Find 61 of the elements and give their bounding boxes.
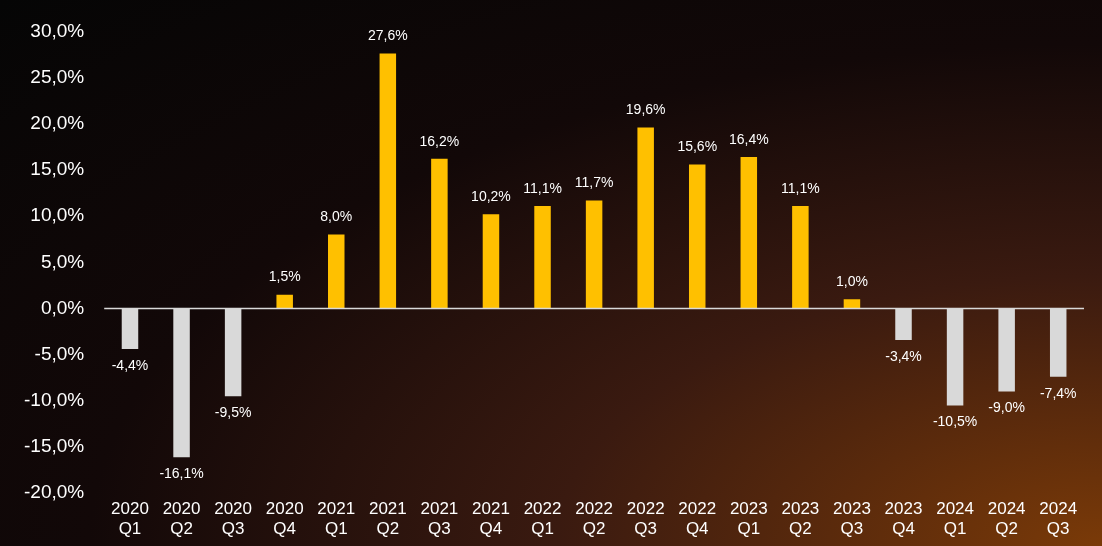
x-tick-label: 2022 Q4 — [678, 499, 717, 539]
x-tick-label: 2023 Q3 — [833, 499, 871, 539]
data-label: -4,4% — [111, 356, 149, 373]
data-label: 8,0% — [320, 208, 353, 225]
data-label: 16,4% — [728, 130, 769, 147]
y-tick-label: -20,0% — [24, 481, 85, 503]
data-label: -3,4% — [885, 347, 922, 364]
data-label: 11,7% — [574, 174, 614, 191]
x-tick-label: 2023 Q4 — [884, 499, 923, 539]
bar — [431, 158, 448, 309]
data-label: 19,6% — [625, 101, 666, 118]
data-label: -7,4% — [1039, 384, 1077, 401]
bar — [740, 157, 758, 309]
data-label: -16,1% — [159, 465, 204, 482]
y-tick-label: 25,0% — [30, 65, 85, 87]
bar — [637, 127, 654, 309]
data-label: 11,1% — [523, 179, 562, 196]
y-tick-label: 15,0% — [30, 158, 85, 180]
bar — [585, 200, 603, 309]
bar — [379, 53, 397, 309]
bar — [792, 205, 809, 309]
data-label: -9,0% — [988, 399, 1025, 416]
bar — [688, 164, 706, 309]
x-tick-label: 2020 Q2 — [162, 499, 201, 539]
y-tick-label: 5,0% — [40, 250, 85, 272]
x-tick-label: 2022 Q2 — [575, 499, 614, 539]
data-label: -9,5% — [214, 404, 252, 421]
x-tick-label: 2021 Q2 — [368, 499, 407, 539]
x-tick-label: 2022 Q3 — [626, 499, 665, 539]
x-tick-label: 2021 Q3 — [420, 499, 459, 539]
y-tick-label: -15,0% — [24, 435, 85, 457]
x-tick-label: 2024 Q3 — [1039, 499, 1078, 539]
bar — [482, 214, 500, 309]
y-tick-label: 20,0% — [30, 111, 85, 133]
y-tick-label: 0,0% — [40, 296, 85, 318]
x-tick-label: 2023 Q1 — [729, 499, 768, 539]
x-tick-label: 2023 Q2 — [781, 499, 820, 539]
bar — [328, 234, 345, 309]
y-tick-label: -10,0% — [24, 389, 85, 411]
y-tick-label: 10,0% — [30, 204, 85, 226]
data-label: 11,1% — [781, 179, 820, 196]
x-tick-label: 2022 Q1 — [523, 499, 562, 539]
x-tick-label: 2020 Q4 — [265, 499, 304, 539]
y-tick-label: -5,0% — [34, 342, 85, 364]
data-label: 1,0% — [835, 273, 868, 290]
bar — [534, 205, 551, 309]
y-tick-label: 30,0% — [30, 19, 85, 41]
x-tick-label: 2020 Q1 — [111, 499, 149, 539]
bar — [843, 299, 861, 309]
x-tick-label: 2020 Q3 — [214, 499, 253, 539]
bar — [276, 294, 293, 309]
x-tick-label: 2024 Q2 — [987, 499, 1026, 539]
x-tick-label: 2021 Q4 — [472, 499, 510, 539]
data-label: 27,6% — [367, 27, 408, 44]
x-tick-label: 2024 Q1 — [936, 499, 974, 539]
x-tick-label: 2021 Q1 — [317, 499, 356, 539]
data-label: 10,2% — [471, 188, 511, 205]
data-label: 16,2% — [419, 132, 460, 149]
data-label: 15,6% — [677, 138, 718, 155]
data-label: 1,5% — [268, 268, 301, 285]
data-label: -10,5% — [932, 413, 978, 430]
